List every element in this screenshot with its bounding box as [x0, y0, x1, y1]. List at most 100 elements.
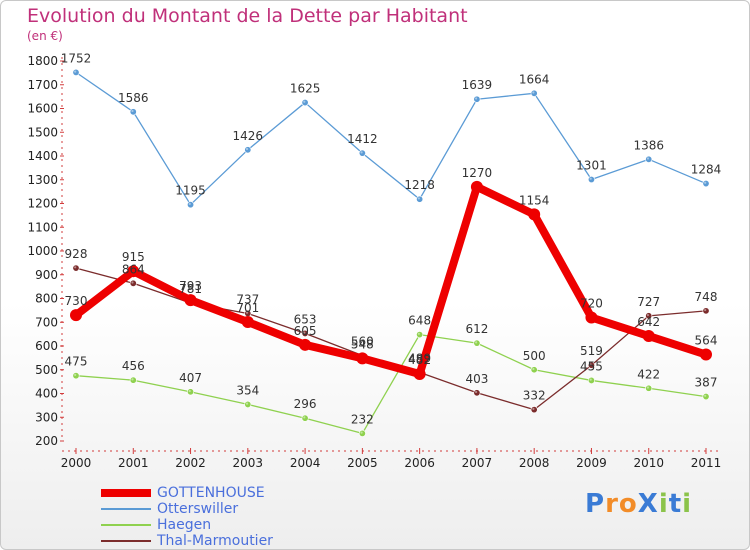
data-point-haegen: [702, 393, 710, 401]
data-point-highlight: [589, 363, 592, 366]
data-point-thal-marmoutier: [72, 264, 80, 272]
data-label-otterswiller: 1752: [61, 51, 92, 65]
data-label-gottenhouse: 605: [294, 324, 317, 338]
data-point-highlight: [532, 407, 535, 410]
legend-label: Otterswiller: [157, 501, 239, 517]
data-label-haegen: 456: [122, 359, 145, 373]
data-point-highlight: [646, 386, 650, 389]
data-label-thal-marmoutier: 560: [351, 335, 374, 349]
data-point-haegen: [187, 388, 195, 396]
legend-swatch: [101, 489, 151, 497]
y-tick-label: 500: [35, 363, 58, 377]
data-point-highlight: [475, 341, 478, 344]
data-point-thal-marmoutier: [473, 389, 481, 397]
data-point-thal-marmoutier: [702, 307, 710, 315]
y-tick-label: 900: [35, 268, 58, 282]
x-tick-label: 2009: [576, 456, 607, 470]
x-tick-label: 2002: [175, 456, 206, 470]
data-point-gottenhouse: [642, 330, 655, 343]
data-point-thal-marmoutier: [301, 329, 309, 337]
data-point-highlight: [74, 373, 77, 376]
y-tick-label: 200: [35, 434, 58, 448]
proxiti-logo: ProXiti: [585, 489, 692, 519]
data-label-thal-marmoutier: 737: [236, 292, 259, 306]
x-tick-label: 2011: [691, 456, 722, 470]
data-point-gottenhouse: [127, 265, 140, 278]
data-label-thal-marmoutier: 403: [465, 372, 488, 386]
data-point-thal-marmoutier: [129, 279, 137, 287]
data-point-otterswiller: [72, 68, 80, 76]
data-point-haegen: [244, 400, 252, 408]
data-point-otterswiller: [129, 108, 137, 116]
x-tick-label: 2006: [404, 456, 435, 470]
data-point-otterswiller: [645, 155, 653, 163]
data-label-thal-marmoutier: 489: [408, 351, 431, 365]
data-point-highlight: [188, 389, 191, 393]
data-point-gottenhouse: [700, 348, 712, 361]
data-point-highlight: [131, 281, 134, 284]
data-point-otterswiller: [244, 146, 252, 154]
data-point-highlight: [131, 109, 134, 113]
logo-letter: t: [668, 489, 683, 519]
logo-letter: X: [637, 489, 659, 519]
data-label-otterswiller: 1386: [633, 138, 664, 152]
y-tick-label: 1100: [27, 220, 58, 234]
data-point-highlight: [532, 91, 535, 94]
y-tick-label: 1300: [27, 173, 58, 187]
legend-swatch: [101, 540, 151, 542]
data-point-haegen: [530, 366, 538, 374]
logo-letter: o: [618, 489, 638, 519]
data-point-highlight: [74, 70, 77, 73]
x-tick-label: 2010: [633, 456, 664, 470]
y-tick-label: 1700: [27, 78, 58, 92]
x-tick-label: 2008: [519, 456, 550, 470]
data-point-highlight: [704, 394, 707, 397]
chart-title: Evolution du Montant de la Dette par Hab…: [27, 5, 468, 27]
y-tick-label: 1500: [27, 125, 58, 139]
data-point-haegen: [129, 376, 137, 384]
data-point-highlight: [589, 378, 592, 381]
series-line-gottenhouse: [73, 182, 708, 379]
chart-unit-label: (en €): [27, 29, 63, 43]
data-label-haegen: 232: [351, 412, 374, 426]
series-lines: [73, 71, 708, 435]
data-point-highlight: [475, 390, 478, 394]
data-point-haegen: [72, 372, 80, 380]
y-tick-label: 1000: [27, 244, 58, 258]
data-label-thal-marmoutier: 653: [294, 312, 317, 326]
data-label-haegen: 387: [695, 376, 718, 390]
data-point-otterswiller: [702, 180, 710, 188]
legend-swatch: [101, 508, 151, 510]
data-point-gottenhouse: [413, 368, 426, 381]
data-point-gottenhouse: [241, 316, 254, 329]
data-label-otterswiller: 1625: [290, 82, 321, 96]
data-label-haegen: 422: [637, 367, 660, 381]
legend-swatch: [101, 524, 151, 526]
logo-letter: r: [605, 489, 619, 519]
data-point-gottenhouse: [585, 311, 598, 324]
data-point-thal-marmoutier: [587, 361, 595, 369]
data-point-haegen: [473, 339, 481, 347]
data-label-thal-marmoutier: 519: [580, 344, 603, 358]
data-point-gottenhouse: [356, 352, 369, 365]
data-label-otterswiller: 1586: [118, 91, 149, 105]
x-tick-label: 2003: [233, 456, 264, 470]
data-label-gottenhouse: 793: [179, 279, 202, 293]
data-label-gottenhouse: 548: [351, 337, 374, 351]
data-label-gottenhouse: 642: [637, 315, 660, 329]
data-labels: 1752 1586 1195 1426 1625 1412 1218 1639 1664 1301…: [61, 51, 722, 426]
data-point-highlight: [646, 157, 650, 160]
data-point-otterswiller: [530, 89, 538, 97]
data-point-highlight: [532, 367, 535, 371]
data-point-otterswiller: [587, 176, 595, 184]
data-label-thal-marmoutier: 864: [122, 262, 145, 276]
x-tick-label: 2000: [61, 456, 92, 470]
data-point-highlight: [131, 378, 134, 381]
legend-label: Haegen: [157, 517, 212, 533]
data-point-haegen: [358, 429, 366, 437]
data-label-haegen: 354: [236, 383, 259, 397]
data-label-otterswiller: 1301: [576, 159, 607, 173]
data-label-gottenhouse: 1270: [462, 166, 493, 180]
data-label-thal-marmoutier: 928: [65, 247, 88, 261]
data-label-gottenhouse: 720: [580, 297, 603, 311]
